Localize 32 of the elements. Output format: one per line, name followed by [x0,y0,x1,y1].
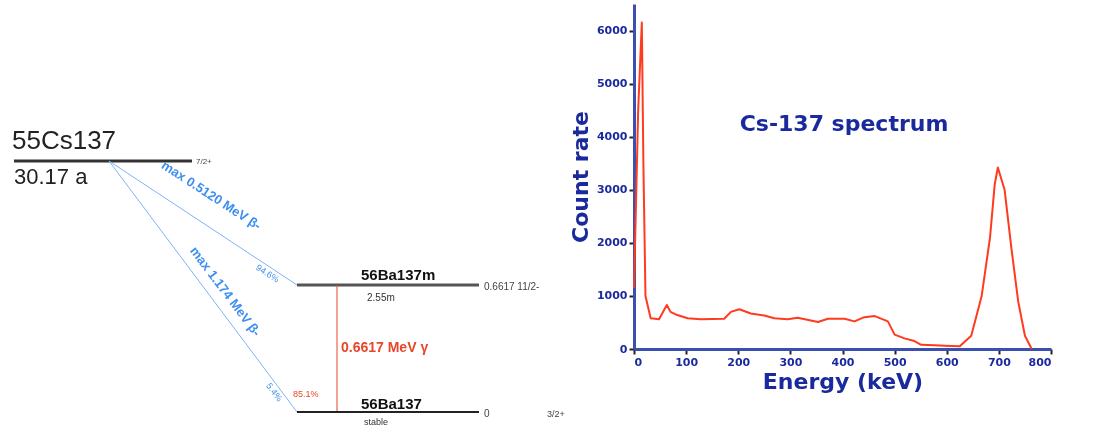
x-tick-label: 400 [831,355,855,369]
x-tick-label: 0 [634,355,643,369]
text: 7/2+ [196,157,213,166]
x-tick-label: 600 [935,355,960,369]
text: 56Ba137m [361,266,436,283]
y-tick-label: 4000 [596,130,628,144]
x-tick-label: 800 [1028,355,1052,369]
text: 3/2+ [547,409,565,419]
x-axis-title: Energy (keV) [762,368,924,394]
x-tick-label: 100 [675,355,699,369]
y-tick-label: 1000 [596,289,628,303]
text: stable [364,417,389,426]
y-axis-title: Count rate [567,111,593,243]
y-tick-label: 2000 [596,236,628,250]
x-tick-label: 300 [779,355,803,369]
x-tick-label: 500 [883,355,907,369]
x-tick-label: 700 [987,355,1012,369]
text: 30.17 a [14,164,89,189]
line-series [633,21,1033,350]
text: 56Ba137 [361,395,422,412]
text: 55Cs137 [12,125,117,155]
text: 85.1% [293,389,319,399]
y-tick-label: 5000 [596,77,628,91]
text: 2.55m [367,292,395,303]
text: 0.6617 11/2- [484,281,540,292]
y-tick-label: 0 [619,342,628,356]
text: 0 [484,408,490,419]
y-tick-label: 6000 [596,24,628,38]
text: 0.6617 MeV γ [341,339,429,355]
y-tick-label: 3000 [596,183,628,197]
text: Cs-137 spectrum [739,111,949,136]
x-tick-label: 200 [727,355,751,369]
